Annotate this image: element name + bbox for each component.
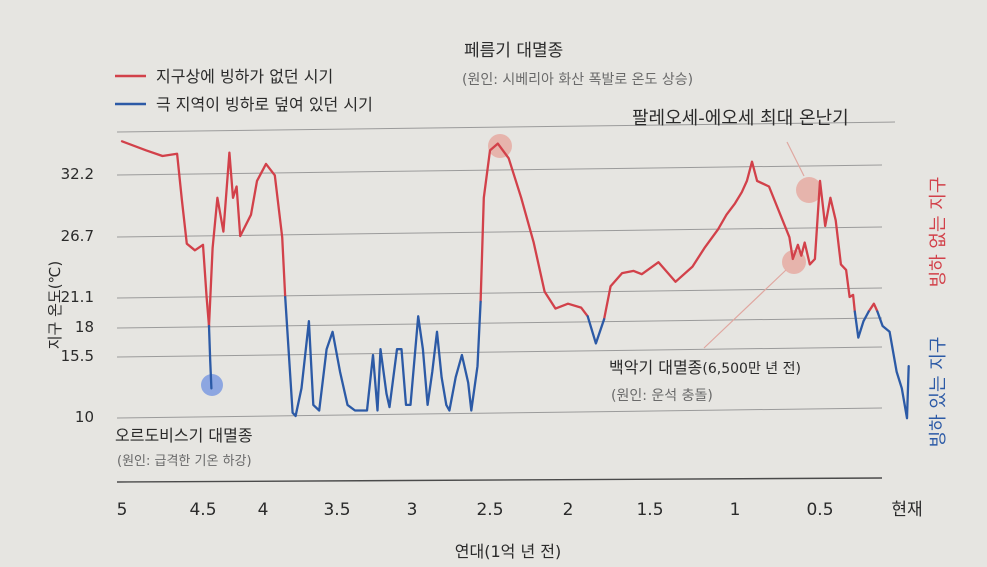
y-axis-title: 지구 온도(℃): [46, 261, 64, 350]
gridlines: [116, 121, 896, 419]
x-tick-label-8: 1: [730, 500, 741, 520]
y-tick-label-1: 15.5: [61, 347, 94, 365]
x-tick-label-2: 4: [258, 500, 269, 520]
gridline-0: [116, 407, 883, 419]
ice-free-earth-label: 빙하 없는 지구: [928, 177, 949, 288]
x-tick-label-5: 2.5: [476, 500, 503, 520]
legend-label-ice-house: 극 지역이 빙하로 덮여 있던 시기: [156, 95, 373, 114]
x-axis-line: [116, 477, 883, 483]
x-tick-label-10: 현재: [891, 500, 922, 520]
ice-free-series-line-2: [479, 142, 589, 318]
cretaceous-annotation-title: 백악기 대멸종(6,500만 년 전): [609, 358, 801, 377]
y-tick-label-2: 18: [75, 318, 94, 336]
petm-leader-line: [786, 141, 805, 177]
cretaceous-leader-line: [703, 269, 787, 349]
cretaceous-highlight-marker: [782, 250, 806, 274]
gridline-top: [116, 121, 896, 133]
y-tick-label-3: 21.1: [61, 288, 94, 306]
cretaceous-annotation-subtitle: (원인: 운석 충돌): [611, 388, 713, 404]
cretaceous-title-main: 백악기 대멸종: [609, 358, 702, 377]
x-tick-label-6: 2: [563, 500, 574, 520]
permian-annotation-subtitle: (원인: 시베리아 화산 폭발로 온도 상승): [462, 72, 693, 88]
y-tick-labels: 10 15.5 18 21.1 26.7 32.2: [61, 165, 94, 426]
ice-free-series-line-3: [602, 160, 856, 321]
ice-house-series-line-0: [207, 324, 213, 390]
series-layer: [120, 140, 910, 420]
petm-highlight-marker: [796, 177, 822, 203]
y-tick-label-5: 32.2: [61, 165, 94, 183]
x-tick-label-1: 4.5: [189, 500, 216, 520]
ice-house-series-line-2: [586, 315, 606, 345]
ordovician-annotation-title: 오르도비스기 대멸종: [115, 426, 253, 445]
x-tick-label-9: 0.5: [806, 500, 833, 520]
x-axis-title: 연대(1억 년 전): [455, 542, 561, 561]
petm-annotation-title: 팔레오세-에오세 최대 온난기: [632, 108, 849, 129]
ice-free-series-line-1: [207, 151, 287, 328]
x-tick-label-7: 1.5: [636, 500, 663, 520]
ice-house-series-line-3: [853, 310, 870, 339]
ice-free-series-line-4: [867, 302, 879, 313]
ice-house-earth-label: 빙하 있는 지구: [928, 337, 949, 448]
cretaceous-title-date: (6,500만 년 전): [702, 361, 801, 377]
gridline-4: [116, 226, 883, 238]
gridline-1: [116, 346, 883, 358]
x-tick-label-3: 3.5: [323, 500, 350, 520]
y-tick-label-4: 26.7: [61, 227, 94, 245]
gridline-2: [116, 317, 883, 329]
y-tick-label-0: 10: [75, 408, 94, 426]
ice-house-series-line-4: [876, 310, 910, 420]
legend-label-ice-free: 지구상에 빙하가 없던 시기: [156, 67, 333, 86]
x-tick-label-4: 3: [407, 500, 418, 520]
ice-free-series-line-0: [120, 140, 211, 328]
permian-annotation-title: 페름기 대멸종: [464, 41, 563, 61]
ice-house-series-line-1: [284, 295, 482, 418]
gridline-3: [116, 287, 883, 299]
x-tick-labels: 5 4.5 4 3.5 3 2.5 2 1.5 1 0.5 현재: [117, 500, 923, 520]
x-tick-label-0: 5: [117, 500, 128, 520]
ordovician-annotation-subtitle: (원인: 급격한 기온 하강): [117, 454, 252, 469]
